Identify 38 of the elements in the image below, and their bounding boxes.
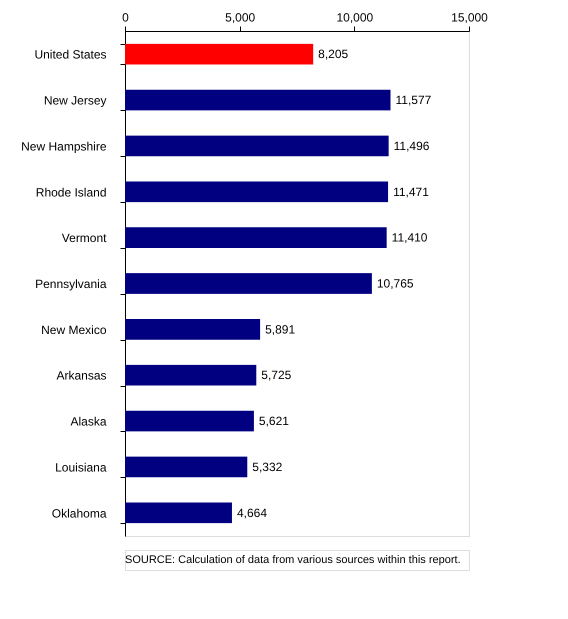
bar [125,502,232,524]
data-label: 5,725 [261,368,292,382]
data-label: 11,471 [393,184,430,199]
bar [125,319,260,340]
y-tick-label: Vermont [62,231,108,246]
x-tick-label: 5,000 [225,10,256,24]
y-tick-label: Pennsylvania [35,277,107,291]
data-label: 11,496 [394,138,430,153]
y-tick-label: New Hampshire [21,139,107,154]
data-label: 5,891 [265,322,296,336]
bar [125,273,372,294]
x-tick-label: 15,000 [451,10,488,24]
y-tick-label: New Mexico [41,322,107,337]
y-tick-label: Rhode Island [36,185,106,200]
data-label: 8,205 [318,47,349,62]
bar [125,181,388,202]
bar [125,410,254,432]
y-tick-label: Alaska [70,414,107,429]
source-note: SOURCE: Calculation of data from various sources within this report. [125,554,461,566]
y-tick-label: Arkansas [56,368,106,383]
data-label: 10,765 [376,276,414,290]
x-tick-label: 10,000 [336,10,374,24]
y-tick-label: New Jersey [44,94,106,108]
bar [125,456,248,478]
data-label: 11,410 [392,230,428,245]
bar [125,227,387,248]
bar [125,136,389,156]
data-label: 4,664 [236,506,268,520]
y-tick-label: United States [34,48,106,62]
data-label: 5,332 [252,460,283,474]
y-tick-label: Oklahoma [52,506,107,520]
data-label: 11,577 [396,93,432,108]
bar [125,90,390,110]
y-tick-label: Louisiana [55,460,107,474]
bar [125,364,256,386]
data-label: 5,621 [258,414,290,428]
x-tick-label: 0 [122,10,130,24]
bar [125,44,314,64]
